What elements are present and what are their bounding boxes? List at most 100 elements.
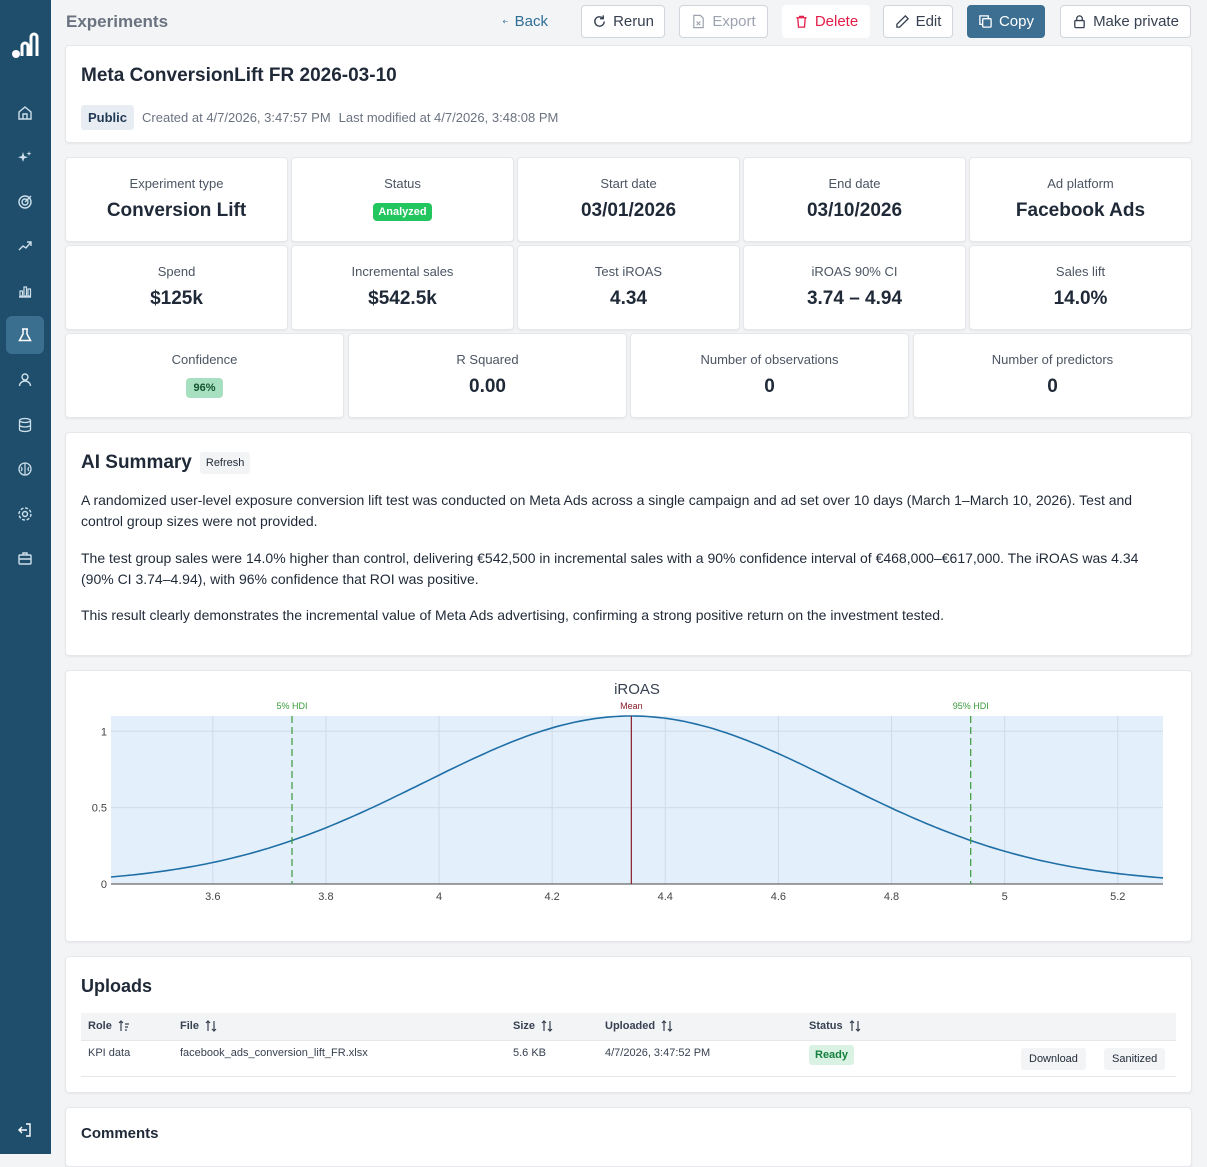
x-tick-label: 3.8 — [318, 891, 333, 903]
make-private-button[interactable]: Make private — [1060, 5, 1191, 38]
iroas-chart: iROAS 3.6 3.8 4 4.2 4.4 4.6 4.8 5 5.2 0 0.5 1 5% HDI M… — [92, 681, 1164, 903]
lock-icon — [1074, 15, 1085, 29]
arrow-left-icon — [502, 19, 508, 24]
sort-icon — [661, 1020, 673, 1032]
make-private-label: Make private — [1093, 13, 1179, 30]
ai-summary-title: AI Summary — [81, 452, 192, 473]
stat-value: 03/01/2026 — [580, 200, 677, 221]
column-header-size[interactable]: Size — [513, 1020, 553, 1032]
column-label: Status — [809, 1020, 843, 1032]
stat-value: 0 — [764, 376, 775, 397]
uploads-table-header: Role File Size Uploaded Status — [81, 1013, 1176, 1041]
page-title: Meta ConversionLift FR 2026-03-10 — [81, 65, 397, 86]
column-header-role[interactable]: Role — [88, 1020, 130, 1032]
stat-label: Number of observations — [700, 352, 839, 367]
marker-label: 5% HDI — [276, 701, 307, 711]
stat-label: Test iROAS — [594, 264, 663, 279]
stat-value: 14.0% — [1053, 288, 1108, 309]
stat-value: Conversion Lift — [106, 200, 247, 221]
chart-title: iROAS — [614, 681, 660, 698]
marker-label: Mean — [620, 701, 643, 711]
logout-icon[interactable] — [13, 1118, 37, 1142]
stat-card-status: Status Analyzed — [291, 157, 514, 242]
stat-value: 03/10/2026 — [806, 200, 903, 221]
comments-card: Comments — [65, 1107, 1192, 1167]
back-label: Back — [514, 13, 548, 30]
uploads-title: Uploads — [81, 976, 153, 996]
stat-label: Ad platform — [1047, 176, 1114, 191]
column-header-uploaded[interactable]: Uploaded — [605, 1020, 673, 1032]
confidence-badge: 96% — [186, 378, 223, 398]
sanitized-button[interactable]: Sanitized — [1104, 1048, 1166, 1070]
summary-paragraph: A randomized user-level exposure convers… — [81, 492, 1133, 529]
stat-value: 4.34 — [610, 288, 647, 309]
stat-value: 0.00 — [469, 376, 506, 397]
stat-card-spend: Spend $125k — [65, 245, 288, 330]
refresh-summary-button[interactable]: Refresh — [199, 452, 251, 474]
y-tick-label: 0 — [101, 879, 107, 891]
uploads-card: Uploads Role File Size Uploaded Status — [65, 956, 1192, 1093]
home-icon[interactable] — [13, 101, 37, 125]
summary-paragraph: This result clearly demonstrates the inc… — [81, 607, 944, 623]
trending-up-icon[interactable] — [13, 234, 37, 258]
y-tick-label: 1 — [101, 726, 107, 738]
edit-button[interactable]: Edit — [883, 5, 953, 38]
rerun-label: Rerun — [613, 13, 654, 30]
breadcrumb[interactable]: Experiments — [66, 12, 169, 31]
stat-card-start-date: Start date 03/01/2026 — [517, 157, 740, 242]
copy-label: Copy — [998, 13, 1034, 30]
pencil-icon — [895, 14, 909, 28]
brain-icon[interactable] — [13, 457, 37, 481]
column-header-status[interactable]: Status — [809, 1020, 861, 1032]
sort-icon — [205, 1020, 217, 1032]
rerun-button[interactable]: Rerun — [581, 5, 665, 38]
copy-button[interactable]: Copy — [967, 5, 1045, 38]
table-row: KPI data facebook_ads_conversion_lift_FR… — [81, 1041, 1176, 1077]
file-spreadsheet-icon — [693, 14, 705, 29]
x-tick-label: 4.6 — [771, 891, 786, 903]
back-button[interactable]: Back — [492, 5, 558, 38]
stat-label: Status — [384, 176, 421, 191]
visibility-badge: Public — [81, 105, 135, 130]
copy-icon — [979, 15, 992, 28]
download-button[interactable]: Download — [1021, 1048, 1086, 1070]
stat-card-sales-lift: Sales lift 14.0% — [969, 245, 1192, 330]
app-logo[interactable] — [10, 30, 40, 60]
user-icon[interactable] — [13, 368, 37, 392]
export-button[interactable]: Export — [679, 5, 768, 38]
column-header-file[interactable]: File — [180, 1020, 217, 1032]
sidebar — [0, 0, 51, 1154]
delete-button[interactable]: Delete — [782, 5, 870, 38]
stat-card-ad-platform: Ad platform Facebook Ads — [969, 157, 1192, 242]
stat-value: $125k — [150, 288, 203, 309]
comments-title: Comments — [81, 1125, 159, 1142]
database-icon[interactable] — [13, 413, 37, 437]
settings-icon[interactable] — [13, 502, 37, 526]
sort-ascending-icon — [118, 1020, 129, 1031]
iroas-chart-card: iROAS 3.6 3.8 4 4.2 4.4 4.6 4.8 5 5.2 0 0.5 1 5% HDI M… — [65, 670, 1192, 942]
ai-summary-card: AI Summary Refresh A randomized user-lev… — [65, 432, 1192, 656]
column-label: Role — [88, 1020, 112, 1032]
stat-card-experiment-type: Experiment type Conversion Lift — [65, 157, 288, 242]
stat-card-incremental-sales: Incremental sales $542.5k — [291, 245, 514, 330]
target-icon[interactable] — [13, 190, 37, 214]
stat-card-confidence: Confidence 96% — [65, 333, 344, 418]
cell-uploaded: 4/7/2026, 3:47:52 PM — [605, 1047, 711, 1059]
x-tick-label: 5 — [1002, 891, 1008, 903]
stat-value: $542.5k — [368, 288, 437, 309]
stat-value: 0 — [1047, 376, 1058, 397]
flask-icon[interactable] — [6, 316, 44, 354]
series-line-iroas — [110, 715, 1164, 879]
briefcase-icon[interactable] — [13, 546, 37, 570]
stat-card-test-iroas: Test iROAS 4.34 — [517, 245, 740, 330]
stat-card-iroas-ci: iROAS 90% CI 3.74 – 4.94 — [743, 245, 966, 330]
stat-card-r-squared: R Squared 0.00 — [348, 333, 627, 418]
stat-label: Experiment type — [129, 176, 224, 191]
ai-summary-header: AI Summary Refresh — [81, 452, 251, 474]
summary-paragraph: The test group sales were 14.0% higher t… — [81, 550, 1139, 587]
cell-role: KPI data — [88, 1047, 131, 1059]
status-badge: Ready — [809, 1045, 855, 1065]
refresh-icon — [594, 15, 605, 27]
sparkles-icon[interactable] — [13, 146, 37, 170]
bar-chart-icon[interactable] — [13, 279, 37, 303]
